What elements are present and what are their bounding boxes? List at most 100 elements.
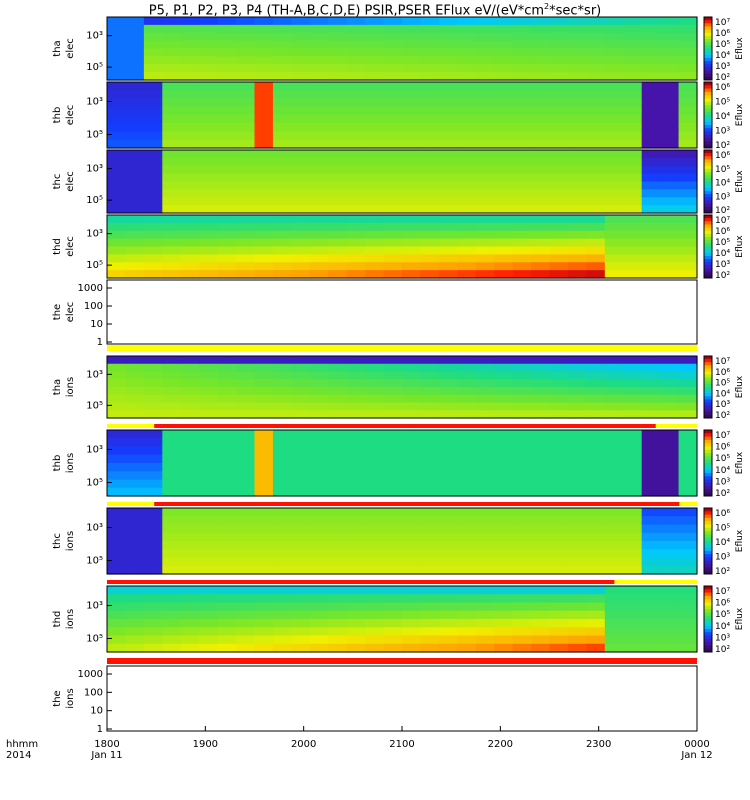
- heatmap-cell: [494, 532, 514, 542]
- colorbar-tick-label: 10³: [715, 553, 730, 563]
- heatmap-cell: [107, 32, 127, 42]
- heatmap-cell: [531, 82, 551, 91]
- heatmap-cell: [420, 379, 440, 388]
- heatmap-cell: [549, 387, 569, 396]
- colorbar-segment: [704, 531, 712, 535]
- heatmap-cell: [291, 524, 311, 534]
- heatmap-cell: [254, 524, 274, 534]
- heatmap-cell: [291, 106, 311, 116]
- colorbar-segment: [704, 449, 712, 454]
- panel-frame: [106, 355, 698, 419]
- heatmap-cell: [125, 394, 145, 404]
- heatmap-cell: [567, 254, 587, 263]
- colorbar-segment: [704, 150, 712, 154]
- heatmap-cell: [604, 594, 624, 604]
- heatmap-cell: [549, 64, 569, 73]
- heatmap-cell: [346, 115, 366, 124]
- heatmap-cell: [272, 56, 292, 65]
- heatmap-cell: [438, 17, 458, 26]
- heatmap-cell: [567, 56, 587, 65]
- heatmap-cell: [475, 72, 495, 81]
- heatmap-cell: [383, 40, 403, 50]
- heatmap-cell: [512, 262, 532, 271]
- heatmap-cell: [143, 82, 163, 91]
- colorbar-tick-label: 10⁴: [715, 179, 730, 189]
- heatmap-cell: [143, 72, 163, 81]
- heatmap-cell: [217, 115, 237, 124]
- heatmap-cell: [346, 56, 366, 65]
- heatmap-cell: [107, 610, 127, 620]
- heatmap-cell: [309, 262, 329, 271]
- heatmap-cell: [402, 454, 422, 464]
- y-tick-label: 10³: [86, 444, 103, 455]
- heatmap-cell: [365, 602, 385, 612]
- heatmap-cell: [586, 230, 606, 240]
- heatmap-cell: [291, 24, 311, 34]
- heatmap-cell: [678, 115, 698, 124]
- heatmap-cell: [402, 246, 422, 255]
- heatmap-cell: [438, 254, 458, 263]
- heatmap-cell: [660, 205, 680, 214]
- heatmap-cell: [641, 17, 661, 26]
- heatmap-cell: [143, 643, 163, 653]
- colorbar-segment: [704, 153, 712, 157]
- heatmap-cell: [272, 619, 292, 628]
- heatmap-cell: [420, 549, 440, 559]
- heatmap-cell: [586, 410, 606, 419]
- heatmap-cell: [236, 487, 256, 497]
- heatmap-cell: [457, 32, 477, 42]
- heatmap-cell: [346, 387, 366, 396]
- heatmap-cell: [475, 410, 495, 419]
- heatmap-cell: [125, 24, 145, 34]
- heatmap-cell: [180, 410, 200, 419]
- heatmap-cell: [365, 254, 385, 263]
- heatmap-cell: [125, 387, 145, 396]
- colorbar-label: Eflux: [735, 37, 745, 60]
- heatmap-cell: [107, 549, 127, 559]
- heatmap-cell: [217, 230, 237, 240]
- heatmap-cell: [199, 487, 219, 497]
- heatmap-cell: [604, 394, 624, 404]
- heatmap-cell: [457, 40, 477, 50]
- heatmap-cell: [494, 238, 514, 248]
- heatmap-cell: [143, 189, 163, 198]
- heatmap-cell: [531, 487, 551, 497]
- heatmap-cell: [328, 123, 348, 133]
- heatmap-cell: [365, 165, 385, 175]
- heatmap-cell: [623, 356, 643, 365]
- heatmap-cell: [438, 371, 458, 380]
- heatmap-cell: [328, 549, 348, 559]
- heatmap-cell: [660, 64, 680, 73]
- heatmap-cell: [586, 557, 606, 567]
- heatmap-cell: [365, 487, 385, 497]
- heatmap-cell: [494, 270, 514, 279]
- heatmap-cell: [531, 115, 551, 124]
- heatmap-cell: [475, 516, 495, 526]
- heatmap-cell: [457, 72, 477, 81]
- heatmap-cell: [254, 82, 274, 91]
- heatmap-cell: [586, 371, 606, 380]
- colorbar-segment: [704, 622, 712, 627]
- heatmap-cell: [402, 643, 422, 653]
- heatmap-cell: [475, 262, 495, 271]
- heatmap-cell: [309, 189, 329, 198]
- heatmap-cell: [567, 270, 587, 279]
- heatmap-cell: [623, 438, 643, 448]
- heatmap-cell: [678, 238, 698, 248]
- heatmap-cell: [217, 64, 237, 73]
- heatmap-cell: [531, 471, 551, 481]
- heatmap-cell: [291, 157, 311, 167]
- heatmap-cell: [531, 508, 551, 517]
- heatmap-cell: [365, 238, 385, 248]
- heatmap-cell: [254, 479, 274, 489]
- heatmap-cell: [346, 516, 366, 526]
- heatmap-cell: [236, 402, 256, 411]
- heatmap-cell: [604, 189, 624, 198]
- heatmap-cell: [586, 430, 606, 439]
- heatmap-cell: [567, 438, 587, 448]
- heatmap-cell: [162, 139, 182, 149]
- heatmap-cell: [567, 379, 587, 388]
- heatmap-cell: [107, 516, 127, 526]
- heatmap-cell: [217, 72, 237, 81]
